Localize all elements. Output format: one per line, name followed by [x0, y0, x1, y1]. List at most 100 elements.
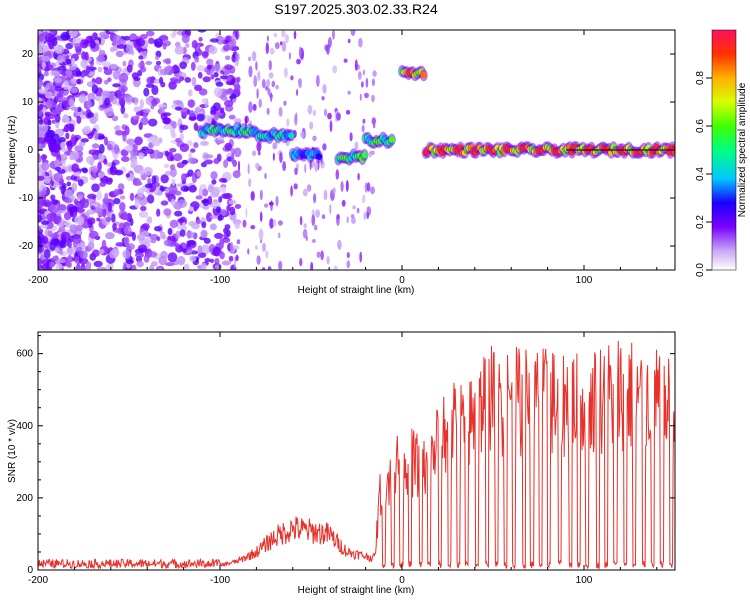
noise-speckle — [266, 78, 270, 88]
noise-speckle — [53, 215, 62, 225]
noise-speckle — [273, 33, 278, 38]
noise-speckle — [322, 84, 327, 94]
noise-speckle — [112, 83, 121, 88]
noise-speckle — [97, 66, 103, 73]
noise-speckle — [109, 46, 115, 53]
noise-speckle — [163, 124, 173, 130]
noise-speckle — [138, 169, 145, 176]
noise-speckle — [137, 244, 148, 253]
noise-speckle — [224, 99, 234, 107]
noise-speckle — [41, 235, 49, 245]
spectrogram-ylabel: Frequency (Hz) — [7, 116, 18, 185]
noise-speckle — [71, 57, 76, 67]
noise-speckle — [274, 42, 280, 50]
noise-speckle — [123, 225, 132, 235]
noise-speckle — [210, 258, 214, 263]
noise-speckle — [114, 169, 124, 176]
noise-speckle — [343, 58, 348, 63]
noise-speckle — [48, 138, 54, 146]
noise-speckle — [104, 136, 108, 146]
noise-speckle — [371, 78, 375, 87]
noise-speckle — [200, 244, 211, 255]
noise-speckle — [281, 41, 287, 52]
noise-speckle — [54, 159, 61, 167]
noise-speckle — [54, 86, 64, 92]
noise-speckle — [154, 226, 162, 232]
noise-speckle — [64, 198, 72, 204]
noise-speckle — [93, 260, 103, 268]
noise-speckle — [56, 258, 66, 264]
noise-speckle — [219, 75, 230, 80]
noise-speckle — [69, 78, 77, 85]
noise-speckle — [133, 76, 141, 82]
noise-speckle — [258, 228, 264, 241]
noise-speckle — [359, 93, 362, 101]
noise-speckle — [52, 142, 61, 153]
noise-speckle — [146, 194, 155, 204]
noise-speckle — [296, 89, 299, 96]
noise-speckle — [363, 211, 367, 221]
noise-speckle — [311, 209, 315, 217]
noise-speckle — [172, 100, 183, 105]
x-tick-label: -100 — [210, 275, 230, 286]
noise-speckle — [197, 30, 207, 33]
snr-panel: -200 -100 0 100 0 200 400 600 Height of straigh… — [7, 331, 676, 596]
noise-speckle — [133, 106, 143, 113]
noise-speckle — [207, 195, 213, 205]
noise-speckle — [110, 166, 115, 173]
noise-speckle — [75, 224, 84, 232]
noise-speckle — [135, 111, 144, 116]
noise-speckle — [132, 181, 143, 186]
noise-speckle — [167, 185, 178, 195]
noise-speckle — [43, 249, 51, 260]
noise-speckle — [309, 121, 314, 130]
x-tick-label: 100 — [576, 575, 593, 586]
snr-axes: -200 -100 0 100 0 200 400 600 — [16, 332, 675, 586]
noise-speckle — [78, 257, 89, 265]
noise-speckle — [333, 265, 338, 270]
noise-speckle — [359, 251, 363, 263]
noise-speckle — [210, 171, 218, 180]
noise-speckle — [79, 250, 88, 260]
noise-speckle — [172, 121, 177, 129]
noise-speckle — [304, 163, 307, 173]
noise-speckle — [138, 210, 149, 218]
colorbar-tick-label: 0.2 — [695, 215, 706, 229]
noise-speckle — [170, 198, 176, 206]
x-tick-label: -100 — [210, 575, 230, 586]
noise-speckle — [77, 106, 82, 112]
noise-speckle — [269, 218, 274, 229]
noise-speckle — [322, 143, 327, 151]
noise-speckle — [202, 188, 209, 197]
noise-speckle — [134, 252, 145, 258]
noise-speckle — [67, 37, 74, 42]
x-tick-label: 0 — [399, 575, 405, 586]
noise-speckle — [151, 175, 157, 185]
noise-speckle — [91, 84, 99, 94]
noise-speckle — [104, 97, 111, 107]
noise-speckle — [206, 58, 214, 66]
noise-speckle — [169, 219, 179, 228]
noise-speckle — [57, 65, 67, 71]
noise-speckle — [336, 112, 341, 121]
noise-speckle — [143, 254, 150, 263]
noise-speckle — [162, 117, 171, 125]
noise-speckle — [202, 50, 209, 59]
noise-speckle — [223, 192, 233, 200]
noise-speckle — [268, 72, 274, 79]
noise-speckle — [103, 68, 113, 76]
noise-speckle — [38, 153, 41, 163]
noise-speckle — [354, 59, 358, 71]
noise-speckle — [41, 220, 50, 226]
noise-speckle — [234, 221, 241, 229]
noise-speckle — [356, 207, 360, 214]
noise-speckle — [265, 250, 269, 259]
noise-speckle — [323, 189, 328, 201]
noise-speckle — [143, 87, 150, 97]
noise-speckle — [186, 109, 191, 115]
noise-speckle — [115, 125, 121, 131]
noise-speckle — [138, 152, 145, 160]
noise-speckle — [119, 195, 126, 200]
